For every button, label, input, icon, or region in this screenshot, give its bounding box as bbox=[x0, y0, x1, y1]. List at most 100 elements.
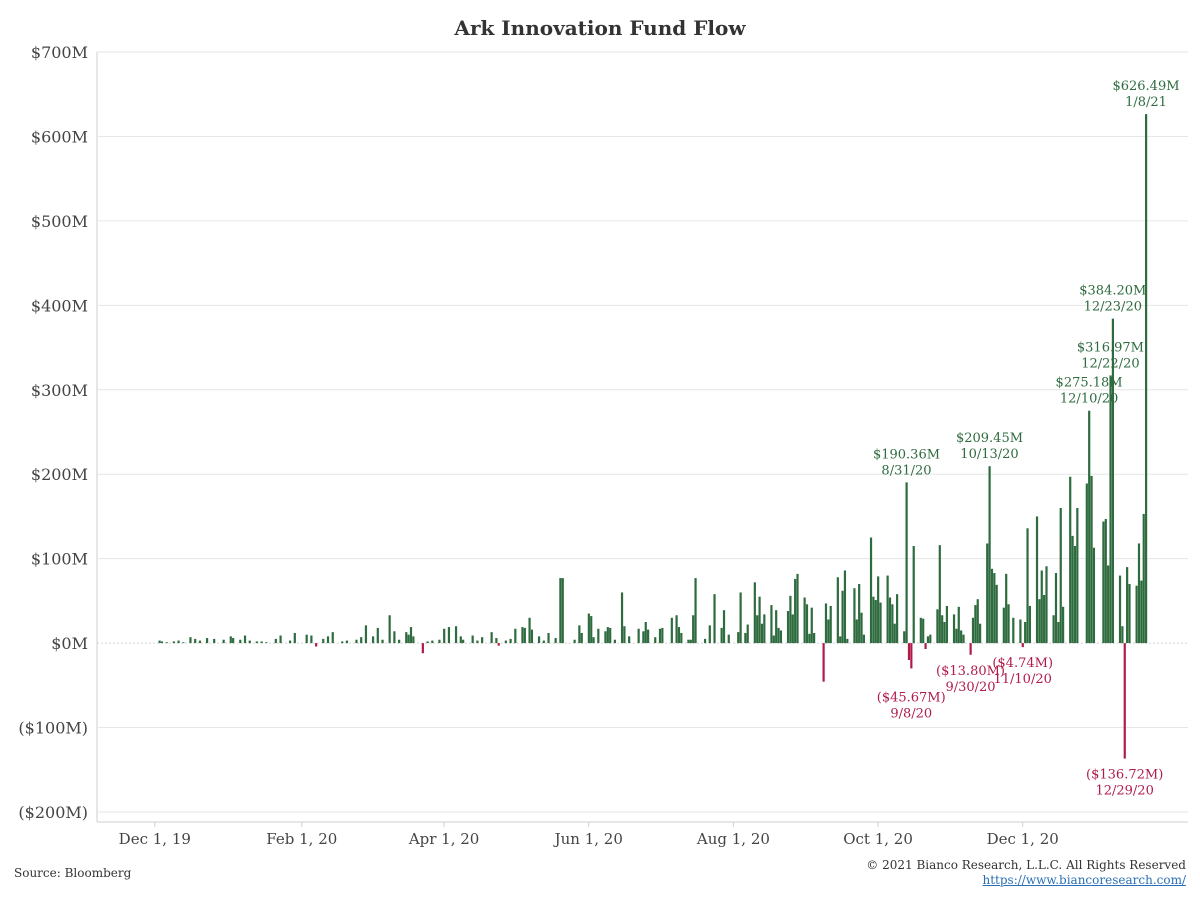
flow-bar bbox=[805, 604, 809, 644]
flow-bar bbox=[1107, 565, 1110, 644]
flow-bar bbox=[580, 632, 583, 644]
flow-bar bbox=[438, 639, 441, 644]
annotation-date: 12/22/20 bbox=[1081, 356, 1139, 371]
flow-bar bbox=[822, 643, 825, 682]
x-tick-label: Jun 1, 20 bbox=[553, 830, 623, 848]
flow-bar bbox=[962, 634, 965, 644]
flow-bar bbox=[1045, 566, 1048, 644]
flow-bar bbox=[836, 577, 839, 644]
flow-bar bbox=[919, 617, 922, 644]
flow-bar bbox=[177, 640, 180, 644]
flow-bar bbox=[609, 627, 612, 644]
flow-bar bbox=[305, 634, 308, 644]
flow-bar bbox=[979, 623, 982, 644]
flow-bar bbox=[644, 622, 647, 644]
flow-bar bbox=[604, 631, 607, 644]
flow-bar bbox=[846, 638, 849, 644]
flow-bar bbox=[658, 628, 662, 644]
flow-bar bbox=[172, 641, 175, 644]
flow-bar bbox=[772, 635, 775, 644]
flow-bar bbox=[205, 638, 209, 644]
flow-bar bbox=[547, 632, 550, 644]
flow-bar bbox=[874, 600, 877, 644]
annotation-value: $190.36M bbox=[873, 447, 940, 462]
annotation-value: $626.49M bbox=[1112, 79, 1179, 94]
flow-bar bbox=[786, 611, 790, 644]
flow-bar bbox=[528, 617, 531, 644]
flow-bar bbox=[165, 642, 168, 644]
flow-bar bbox=[471, 635, 474, 644]
flow-bar bbox=[1126, 567, 1129, 644]
flow-bar bbox=[642, 631, 645, 644]
flow-bar bbox=[537, 636, 541, 644]
flow-bar bbox=[288, 640, 292, 644]
flow-bar bbox=[829, 605, 832, 644]
y-tick-label: ($100M) bbox=[18, 719, 88, 738]
flow-bar bbox=[523, 627, 526, 644]
y-tick-label: $300M bbox=[31, 381, 88, 400]
flow-bar bbox=[654, 637, 657, 644]
y-tick-label: $100M bbox=[31, 550, 88, 569]
flow-bar bbox=[779, 630, 783, 644]
flow-bar bbox=[839, 636, 842, 644]
flow-bar bbox=[1021, 643, 1024, 648]
annotation-value: $275.18M bbox=[1056, 376, 1123, 391]
flow-bar bbox=[907, 643, 911, 660]
flow-bar bbox=[1145, 114, 1148, 644]
flow-bar bbox=[265, 642, 268, 644]
flow-bar bbox=[443, 628, 446, 644]
flow-bar bbox=[813, 632, 816, 644]
flow-bar bbox=[421, 643, 424, 654]
flow-bar bbox=[198, 640, 202, 644]
flow-bar bbox=[243, 635, 247, 644]
flow-bar bbox=[647, 629, 650, 644]
flow-bar bbox=[694, 578, 697, 644]
x-tick-label: Aug 1, 20 bbox=[696, 830, 770, 848]
flow-bar bbox=[476, 640, 479, 644]
y-tick-label: $200M bbox=[31, 465, 88, 484]
flow-bar bbox=[1002, 607, 1005, 644]
flow-bar bbox=[680, 632, 683, 644]
flow-bar bbox=[794, 578, 797, 644]
flow-bar bbox=[326, 636, 330, 644]
flow-bar bbox=[409, 627, 413, 644]
annotation-value: $209.45M bbox=[956, 431, 1023, 446]
flow-bar bbox=[341, 641, 344, 644]
flow-bar bbox=[720, 627, 723, 644]
flow-bar bbox=[912, 546, 915, 644]
flow-bar bbox=[388, 615, 391, 644]
flow-bar bbox=[855, 619, 858, 644]
flow-bar bbox=[791, 614, 794, 644]
flow-bar bbox=[756, 615, 759, 644]
annotation-date: 1/8/21 bbox=[1125, 95, 1167, 110]
flow-bar bbox=[1059, 508, 1062, 644]
flow-bar bbox=[393, 631, 396, 644]
flow-bar bbox=[1019, 619, 1022, 644]
flow-bar bbox=[490, 632, 493, 644]
flow-bar bbox=[872, 596, 875, 644]
flow-bar bbox=[497, 643, 500, 646]
flow-bar bbox=[182, 642, 185, 644]
y-tick-label: $400M bbox=[31, 296, 88, 315]
flow-bar bbox=[509, 638, 512, 644]
flow-bar bbox=[1035, 516, 1039, 644]
annotation-date: 8/31/20 bbox=[881, 463, 931, 478]
flow-bar bbox=[843, 570, 847, 644]
y-tick-label: $0M bbox=[51, 634, 88, 653]
flow-bar bbox=[789, 595, 792, 644]
flow-bar bbox=[255, 641, 258, 644]
flow-bar bbox=[1038, 599, 1041, 644]
flow-bar bbox=[896, 594, 899, 644]
flow-bar bbox=[232, 638, 235, 644]
flow-bar bbox=[561, 578, 564, 644]
flow-bar bbox=[938, 545, 941, 644]
annotation-date: 12/29/20 bbox=[1095, 784, 1153, 799]
flow-bar bbox=[777, 627, 780, 644]
flow-bar bbox=[213, 638, 216, 644]
flow-bar bbox=[675, 615, 678, 644]
x-tick-label: Apr 1, 20 bbox=[408, 830, 480, 848]
flow-bar bbox=[1026, 528, 1029, 644]
website-link[interactable]: https://www.biancoresearch.com/ bbox=[982, 873, 1186, 887]
flow-bar bbox=[727, 634, 730, 644]
flow-bar bbox=[941, 615, 944, 644]
